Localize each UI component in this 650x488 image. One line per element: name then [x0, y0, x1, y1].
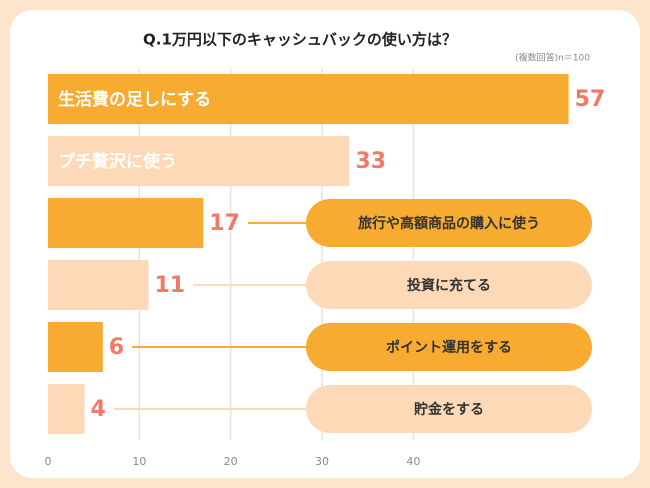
value-label: 4: [91, 397, 106, 422]
chart-title: Q.1万円以下のキャッシュバックの使い方は？: [143, 31, 457, 49]
category-label: 投資に充てる: [407, 277, 491, 294]
value-label: 6: [109, 335, 124, 360]
value-label: 33: [355, 149, 386, 174]
bar: [48, 322, 103, 372]
category-label: 旅行や高額商品の購入に使う: [358, 215, 540, 232]
label-pill: [306, 323, 592, 371]
value-label: 17: [209, 211, 240, 236]
bar: [48, 260, 149, 310]
bar: [48, 74, 569, 124]
category-label: ポイント運用をする: [386, 339, 512, 356]
category-label: プチ贅沢に使う: [58, 151, 177, 172]
label-pill: [306, 261, 592, 309]
bar: [48, 198, 204, 248]
x-tick-label: 10: [132, 455, 146, 468]
category-label: 生活費の足しにする: [58, 89, 211, 110]
x-tick-label: 30: [315, 455, 329, 468]
label-pill: [306, 385, 592, 433]
value-label: 11: [154, 273, 185, 298]
x-tick-label: 40: [406, 455, 420, 468]
bar: [48, 136, 350, 186]
value-label: 57: [575, 87, 606, 112]
chart-subtitle: (複数回答)n＝100: [515, 52, 590, 64]
label-pill: [306, 199, 592, 247]
x-tick-label: 0: [45, 455, 52, 468]
category-label: 貯金をする: [414, 401, 484, 418]
x-tick-label: 20: [224, 455, 238, 468]
bar: [48, 384, 85, 434]
